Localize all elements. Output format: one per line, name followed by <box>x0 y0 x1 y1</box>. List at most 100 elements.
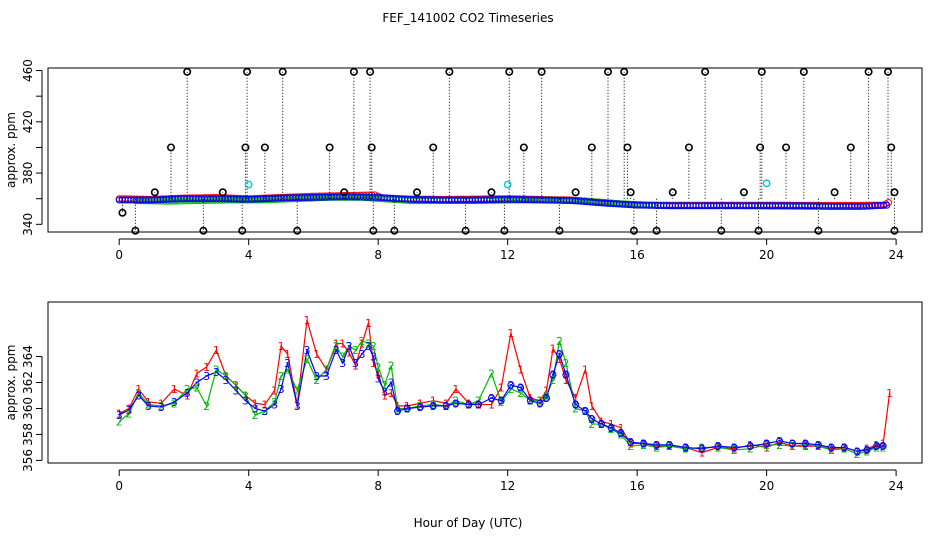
top-x-tick-label: 24 <box>888 248 903 262</box>
bottom-series-2-marker: 2 <box>388 360 395 373</box>
bottom-series-3-marker: 3 <box>543 392 550 405</box>
top-flag-point <box>890 226 899 235</box>
bottom-series-2-marker: 2 <box>365 338 372 351</box>
bottom-series-2-marker: 2 <box>880 441 887 454</box>
bottom-series-1-marker: 1 <box>278 340 285 353</box>
bottom-series-1-marker: 1 <box>365 317 372 330</box>
top-flag-point <box>555 226 564 235</box>
bottom-series-3-point <box>763 440 771 448</box>
top-flag-point <box>238 226 247 235</box>
bottom-series-1-marker: 1 <box>880 438 887 451</box>
bottom-series-2-marker: 2 <box>404 402 411 415</box>
bottom-x-tick-label: 4 <box>245 479 253 493</box>
bottom-series-3-marker: 3 <box>731 441 738 454</box>
bottom-series-2-marker: 2 <box>323 364 330 377</box>
bottom-series-1-marker: 1 <box>333 338 340 351</box>
top-cyan-point <box>503 180 512 189</box>
top-flag-point <box>505 67 514 76</box>
top-flag-point <box>487 188 496 197</box>
bottom-series-1-marker: 1 <box>242 389 249 402</box>
bottom-series-2-marker: 2 <box>370 340 377 353</box>
bottom-series-1-marker: 1 <box>682 441 689 454</box>
bottom-series-3-marker: 3 <box>562 369 569 382</box>
bottom-series-1-marker: 1 <box>213 344 220 357</box>
bottom-series-1-marker: 1 <box>854 445 861 458</box>
bottom-series-1-marker: 1 <box>886 387 893 400</box>
bottom-series-2-marker: 2 <box>543 389 550 402</box>
bottom-series-3-marker: 3 <box>617 427 624 440</box>
bottom-series-2-marker: 2 <box>452 395 459 408</box>
bottom-series-3-point <box>507 381 515 389</box>
top-cyan-point <box>762 179 771 188</box>
bottom-series-1-marker: 1 <box>184 389 191 402</box>
top-flag-point <box>500 226 509 235</box>
bottom-series-2-marker: 2 <box>232 379 239 392</box>
bottom-series-1-marker: 1 <box>261 399 268 412</box>
bottom-series-2-marker: 2 <box>617 428 624 441</box>
top-flag-point <box>830 188 839 197</box>
bottom-series-2-marker: 2 <box>572 402 579 415</box>
bottom-series-3-marker: 3 <box>763 438 770 451</box>
bottom-series-3-point <box>555 350 563 358</box>
bottom-series-3-marker: 3 <box>653 439 660 452</box>
bottom-series-3-marker: 3 <box>465 399 472 412</box>
bottom-series-1-marker: 1 <box>537 395 544 408</box>
top-x-tick-label: 8 <box>374 248 382 262</box>
bottom-series-3-marker: 3 <box>278 383 285 396</box>
bottom-y-tick-label: 360 <box>21 397 35 420</box>
top-x-tick-label: 12 <box>500 248 515 262</box>
top-plot-frame <box>47 67 923 233</box>
bottom-series-3-point <box>475 401 483 409</box>
bottom-series-1-marker: 1 <box>145 396 152 409</box>
top-flag-point <box>884 67 893 76</box>
bottom-series-3-marker: 3 <box>815 439 822 452</box>
bottom-series-1-marker: 1 <box>443 397 450 410</box>
bottom-series-3-point <box>627 438 635 446</box>
bottom-series-2-marker: 2 <box>666 440 673 453</box>
bottom-series-1-marker: 1 <box>465 397 472 410</box>
top-flag-point <box>887 143 896 152</box>
top-flag-point <box>756 143 765 152</box>
top-flag-point <box>626 188 635 197</box>
x-axis-label: Hour of Day (UTC) <box>414 516 523 530</box>
top-flag-point <box>199 226 208 235</box>
bottom-series-3-marker: 3 <box>873 440 880 453</box>
bottom-series-2-marker: 2 <box>358 335 365 348</box>
bottom-series-3-point <box>487 394 495 402</box>
bottom-series-3-marker: 3 <box>863 444 870 457</box>
top-flag-point <box>118 208 127 217</box>
bottom-series-1-marker: 1 <box>776 436 783 449</box>
bottom-series-1-marker: 1 <box>430 395 437 408</box>
bottom-series-3-point <box>598 420 606 428</box>
bottom-series-3-point <box>581 407 589 415</box>
bottom-series-3-point <box>536 399 544 407</box>
bottom-series-2-marker: 2 <box>193 382 200 395</box>
bottom-series-3-marker: 3 <box>417 401 424 414</box>
top-flag-point <box>629 226 638 235</box>
bottom-series-3-marker: 3 <box>213 366 220 379</box>
bottom-series-1-marker: 1 <box>498 382 505 395</box>
top-flag-point <box>701 67 710 76</box>
top-flag-point <box>131 226 140 235</box>
bottom-series-3-marker: 3 <box>802 438 809 451</box>
bottom-x-tick-label: 8 <box>374 479 382 493</box>
top-flag-point <box>620 67 629 76</box>
bottom-series-1-marker: 1 <box>271 384 278 397</box>
bottom-series-3-point <box>863 446 871 454</box>
bottom-series-3-point <box>429 402 437 410</box>
bottom-series-3-marker: 3 <box>223 374 230 387</box>
bottom-series-2-marker: 2 <box>333 340 340 353</box>
bottom-series-1-marker: 1 <box>158 397 165 410</box>
bottom-series-1-marker: 1 <box>303 314 310 327</box>
bottom-series-3-marker: 3 <box>346 340 353 353</box>
bottom-series-3-marker: 3 <box>517 382 524 395</box>
top-flag-point <box>587 143 596 152</box>
bottom-series-1-marker: 1 <box>549 343 556 356</box>
bottom-series-3-line <box>118 344 884 452</box>
bottom-series-3-marker: 3 <box>394 405 401 418</box>
top-flag-point <box>668 188 677 197</box>
top-flag-point <box>461 226 470 235</box>
bottom-series-3-marker: 3 <box>841 441 848 454</box>
bottom-y-tick-label: 358 <box>21 423 35 446</box>
bottom-series-1-marker: 1 <box>543 384 550 397</box>
